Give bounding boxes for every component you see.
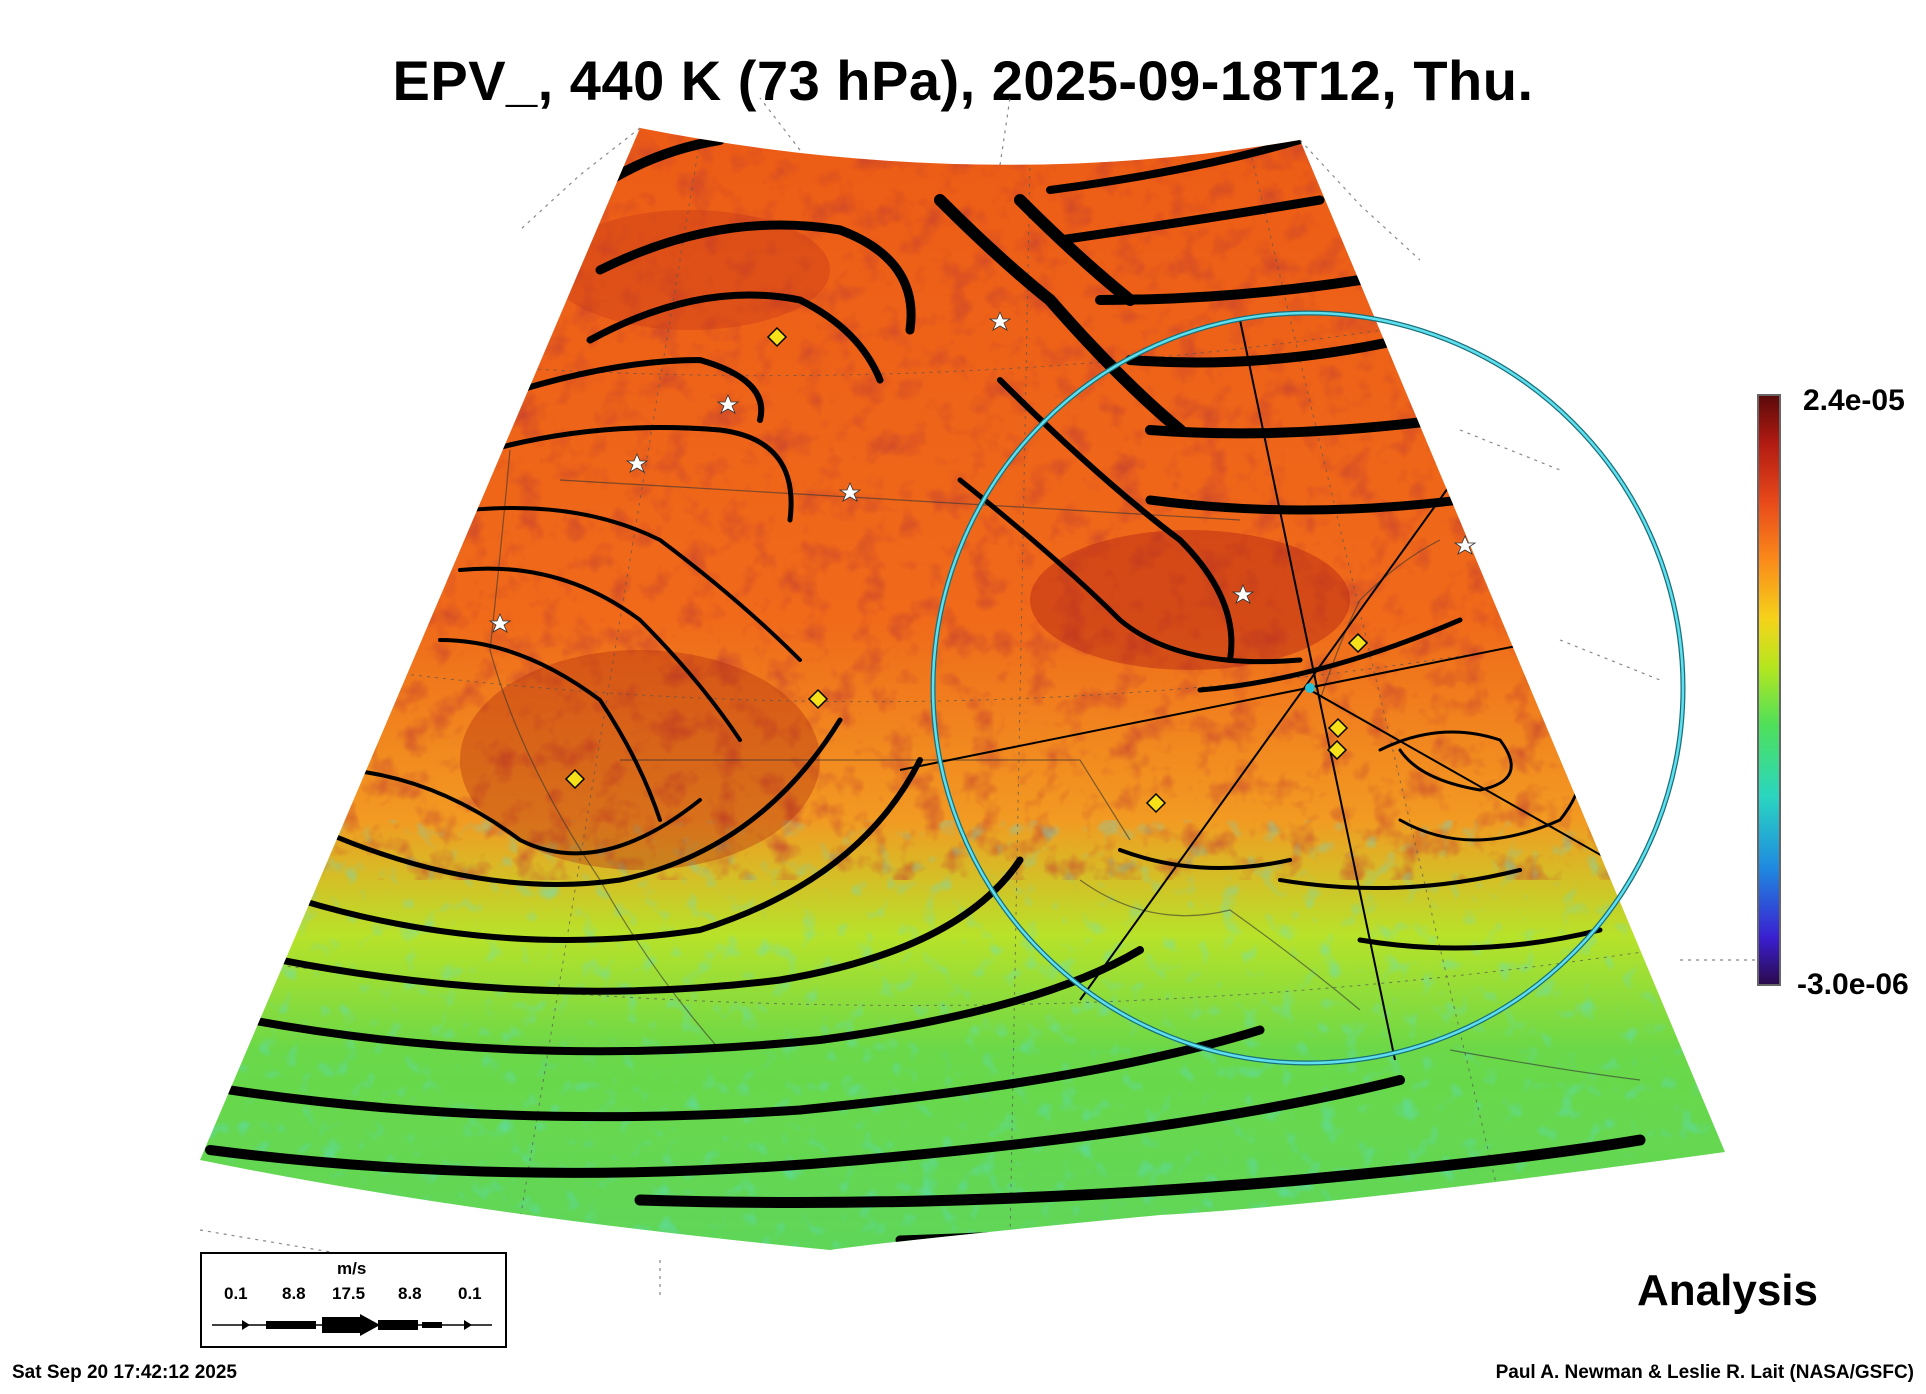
legend-tick-1: 0.1 <box>224 1284 248 1303</box>
station-stars <box>488 310 1477 633</box>
credit: Paul A. Newman & Leslie R. Lait (NASA/GS… <box>1495 1362 1914 1383</box>
wind-speed-legend: m/s 0.1 8.8 17.5 8.8 0.1 <box>200 1252 507 1348</box>
legend-tick-2: 8.8 <box>282 1284 306 1303</box>
legend-tick-4: 8.8 <box>398 1284 422 1303</box>
legend-tick-3: 17.5 <box>332 1284 366 1303</box>
station-diamonds <box>564 326 1369 814</box>
timestamp: Sat Sep 20 17:42:12 2025 <box>12 1362 237 1383</box>
legend-arrow-scale <box>212 1314 492 1336</box>
legend-tick-5: 0.1 <box>458 1284 482 1303</box>
graticule <box>199 97 1780 1300</box>
center-marker <box>1305 683 1315 693</box>
epv-field <box>200 128 1725 1250</box>
legend-unit: m/s <box>337 1259 367 1278</box>
map-title: EPV_, 440 K (73 hPa), 2025-09-18T12, Thu… <box>392 49 1534 112</box>
stage-label: Analysis <box>1637 1266 1818 1315</box>
colorbar-max-label: 2.4e-05 <box>1803 384 1905 417</box>
colorbar-min-label: -3.0e-06 <box>1797 968 1909 1001</box>
colorbar <box>1757 394 1781 986</box>
